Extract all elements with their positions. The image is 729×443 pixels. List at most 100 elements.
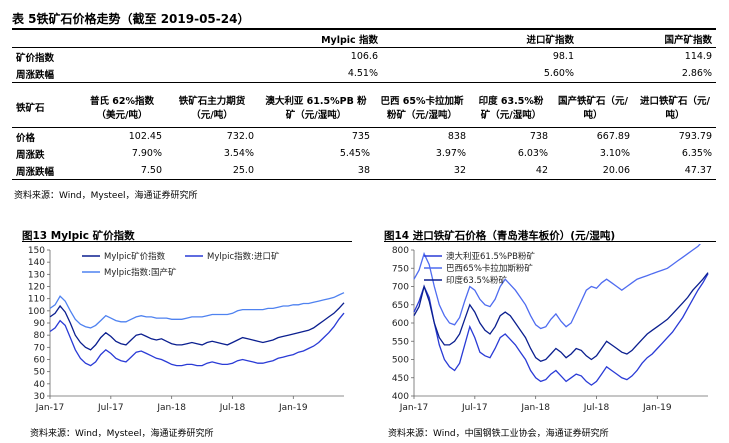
row-label: 周涨跌 [16, 149, 45, 161]
y-tick-label: 30 [34, 392, 46, 402]
x-tick-label: Jan-17 [35, 403, 65, 413]
x-tick-label: Jan-19 [278, 403, 308, 413]
series-line-0 [49, 302, 345, 351]
cell-value: 114.9 [684, 51, 712, 62]
legend-label: 印度63.5%粉矿 [446, 275, 508, 286]
chart14-title-bar: 图14 进口铁矿石价格（青岛港车板价）(元/湿吨) [384, 224, 716, 242]
y-tick-label: 40 [34, 380, 46, 390]
col-header-mylpic: Mylpic 指数 [321, 34, 378, 46]
y-tick-label: 140 [28, 258, 45, 268]
col-header: 进口铁矿石（元/吨） [640, 96, 710, 121]
cell-value: 6.35% [681, 148, 712, 159]
y-tick-label: 700 [392, 283, 409, 293]
cell-value: 32 [453, 165, 466, 176]
table-row: 矿价指数 106.6 98.1 114.9 [12, 48, 716, 66]
cell-value: 2.86% [681, 68, 712, 79]
y-tick-label: 600 [392, 319, 409, 329]
cell-value: 3.97% [435, 148, 466, 159]
table-row: 周涨跌 7.90% 3.54% 5.45% 3.97% 6.03% 3.10% … [12, 145, 716, 162]
row-label: 周涨跌幅 [16, 69, 55, 81]
table-title: 表 5铁矿石价格走势（截至 2019-05-24） [12, 12, 250, 26]
cell-value: 25.0 [232, 165, 254, 176]
table-row: 周涨跌幅 4.51% 5.60% 2.86% [12, 65, 716, 83]
x-tick-label: Jul-18 [219, 403, 246, 413]
chart13-title-bar: 图13 Mylpic 矿价指数 [22, 224, 352, 242]
x-tick-label: Jul-18 [583, 403, 610, 413]
y-tick-label: 60 [34, 356, 46, 366]
table-row: 周涨跌幅 7.50 25.0 38 32 42 20.06 47.37 [12, 162, 716, 180]
index-table: Mylpic 指数 进口矿指数 国产矿指数 矿价指数 106.6 98.1 11… [12, 30, 716, 83]
legend-label: 澳大利亚61.5%PB粉矿 [446, 251, 535, 262]
y-tick-label: 800 [392, 246, 409, 256]
y-tick-label: 110 [28, 295, 45, 305]
legend: Mylpic矿价指数 Mylpic指数:进口矿 Mylpic指数:国产矿 [82, 251, 280, 278]
x-tick-label: Jan-18 [156, 403, 186, 413]
cell-value: 735 [351, 131, 370, 142]
y-tick-label: 650 [392, 301, 409, 311]
cell-value: 7.90% [131, 148, 162, 159]
cell-value: 667.89 [596, 131, 630, 142]
y-tick-label: 500 [392, 356, 409, 366]
cell-value: 793.79 [678, 131, 712, 142]
row-label: 周涨跌幅 [16, 166, 55, 178]
series-line-2 [413, 272, 709, 363]
cell-value: 3.54% [223, 148, 254, 159]
col-header: 铁矿石主力期货（元/吨） [178, 96, 246, 121]
cell-value: 98.1 [552, 51, 574, 62]
row-label: 矿价指数 [16, 52, 55, 64]
price-table-header: 铁矿石 普氏 62%指数（美元/吨） 铁矿石主力期货（元/吨） 澳大利亚 61.… [12, 91, 716, 128]
x-tick-label: Jan-17 [399, 403, 429, 413]
chart13-title: 图13 Mylpic 矿价指数 [22, 230, 135, 242]
cell-value: 47.37 [684, 165, 712, 176]
table-title-bar: 表 5铁矿石价格走势（截至 2019-05-24） [12, 8, 716, 30]
chart14-source: 资料来源：Wind，中国钢铁工业协会，海通证券研究所 [388, 429, 609, 439]
cell-value: 38 [357, 165, 370, 176]
y-tick-label: 450 [392, 374, 409, 384]
cell-value: 5.60% [543, 68, 574, 79]
cell-value: 732.0 [226, 131, 254, 142]
y-tick-label: 70 [34, 343, 46, 353]
cell-value: 7.50 [140, 165, 162, 176]
col-header: 国产铁矿石（元/吨） [558, 96, 628, 121]
x-tick-label: Jul-17 [97, 403, 124, 413]
x-tick-label: Jan-19 [642, 403, 672, 413]
chart13-source: 资料来源：Wind，Mysteel，海通证券研究所 [30, 429, 214, 439]
y-tick-label: 750 [392, 264, 409, 274]
cell-value: 102.45 [128, 131, 162, 142]
row-label: 价格 [16, 132, 36, 144]
legend-label: Mylpic指数:国产矿 [104, 267, 177, 278]
cell-value: 20.06 [602, 165, 630, 176]
col-header: 印度 63.5%粉矿（元/湿吨） [478, 96, 544, 121]
table-row: 价格 102.45 732.0 735 838 738 667.89 793.7… [12, 128, 716, 146]
series-line-1 [413, 244, 701, 330]
x-tick-label: Jul-17 [461, 403, 488, 413]
legend-label: 巴西65%卡拉加斯粉矿 [446, 263, 533, 274]
chart13-svg: 30 40 50 60 70 80 90 100 110 120 130 140 150 Jan-17 Ju… [28, 246, 345, 413]
cell-value: 738 [529, 131, 548, 142]
cell-value: 838 [447, 131, 466, 142]
y-tick-label: 130 [28, 270, 45, 280]
cell-value: 4.51% [347, 68, 378, 79]
chart14-title: 图14 进口铁矿石价格（青岛港车板价）(元/湿吨) [384, 230, 616, 242]
legend-label: Mylpic指数:进口矿 [207, 251, 280, 262]
y-tick-label: 120 [28, 283, 45, 293]
y-tick-label: 90 [34, 319, 46, 329]
corner-label: 铁矿石 [16, 103, 45, 114]
x-tick-label: Jan-18 [520, 403, 550, 413]
col-header: 普氏 62%指数（美元/吨） [89, 96, 155, 121]
cell-value: 3.10% [599, 148, 630, 159]
legend-label: Mylpic矿价指数 [104, 251, 166, 262]
cell-value: 6.03% [517, 148, 548, 159]
table-source: 资料来源：Wind，Mysteel，海通证券研究所 [14, 191, 198, 201]
y-tick-label: 400 [392, 392, 409, 402]
series-line-1 [49, 312, 345, 367]
col-header-domestic: 国产矿指数 [664, 34, 712, 46]
chart14-svg: 400 450 500 550 600 650 700 750 800 Jan-17 Jul-17 J… [392, 244, 709, 413]
cell-value: 42 [535, 165, 548, 176]
col-header-import: 进口矿指数 [526, 34, 574, 46]
index-table-header: Mylpic 指数 进口矿指数 国产矿指数 [12, 30, 716, 48]
series-line-0 [413, 273, 709, 386]
cell-value: 106.6 [350, 51, 378, 62]
col-header: 澳大利亚 61.5%PB 粉矿（元/湿吨） [265, 96, 367, 121]
